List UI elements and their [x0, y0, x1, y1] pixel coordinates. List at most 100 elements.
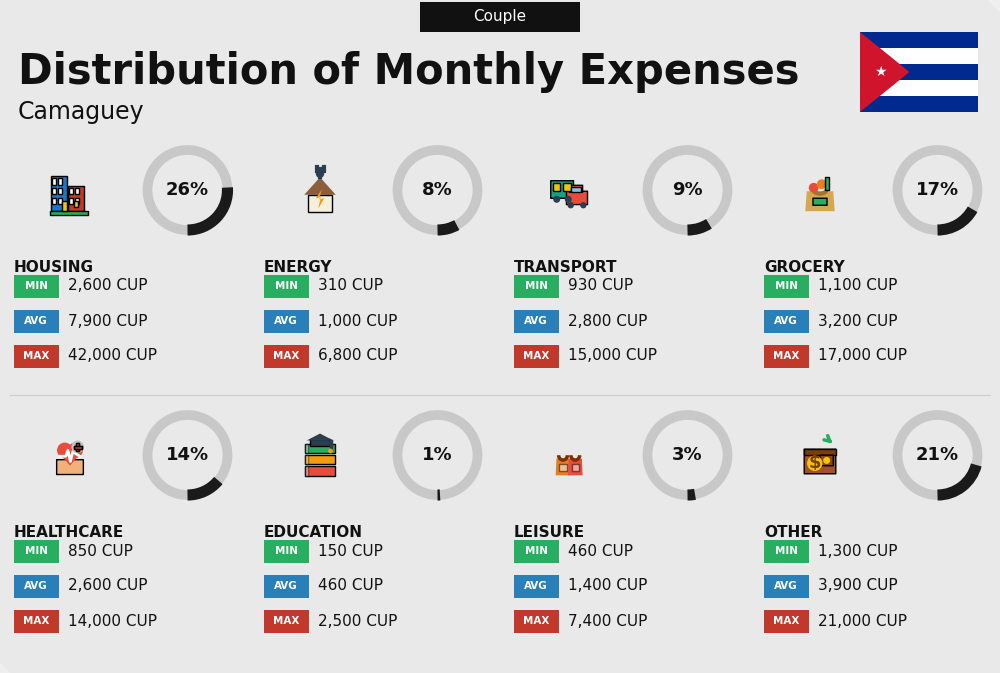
Text: 21,000 CUP: 21,000 CUP — [818, 614, 907, 629]
Text: AVG: AVG — [24, 316, 48, 326]
FancyBboxPatch shape — [52, 188, 56, 194]
Circle shape — [565, 196, 572, 203]
Text: 2,800 CUP: 2,800 CUP — [568, 314, 647, 328]
Text: AVG: AVG — [24, 581, 48, 591]
Text: 7,900 CUP: 7,900 CUP — [68, 314, 148, 328]
FancyBboxPatch shape — [514, 540, 558, 563]
FancyBboxPatch shape — [571, 186, 580, 192]
FancyBboxPatch shape — [305, 455, 335, 464]
Text: MIN: MIN — [524, 281, 548, 291]
Text: 1,300 CUP: 1,300 CUP — [818, 544, 898, 559]
FancyBboxPatch shape — [764, 275, 808, 297]
Polygon shape — [860, 32, 910, 112]
Text: 21%: 21% — [916, 446, 959, 464]
Circle shape — [823, 457, 830, 464]
Circle shape — [568, 202, 574, 209]
Text: 1,400 CUP: 1,400 CUP — [568, 579, 647, 594]
FancyBboxPatch shape — [264, 345, 308, 367]
FancyBboxPatch shape — [52, 198, 56, 204]
FancyBboxPatch shape — [860, 48, 978, 64]
Text: 15,000 CUP: 15,000 CUP — [568, 349, 657, 363]
FancyBboxPatch shape — [559, 464, 567, 470]
Circle shape — [807, 456, 822, 471]
Text: AVG: AVG — [774, 581, 798, 591]
FancyBboxPatch shape — [764, 540, 808, 563]
Text: 150 CUP: 150 CUP — [318, 544, 383, 559]
FancyBboxPatch shape — [764, 575, 808, 598]
Text: 26%: 26% — [166, 181, 209, 199]
FancyBboxPatch shape — [14, 310, 58, 332]
FancyBboxPatch shape — [764, 610, 808, 633]
Text: 930 CUP: 930 CUP — [568, 279, 633, 293]
Text: OTHER: OTHER — [764, 525, 822, 540]
Text: 1,100 CUP: 1,100 CUP — [818, 279, 897, 293]
Text: 3,200 CUP: 3,200 CUP — [818, 314, 898, 328]
Text: MIN: MIN — [24, 546, 48, 556]
Text: 460 CUP: 460 CUP — [568, 544, 633, 559]
FancyBboxPatch shape — [310, 439, 330, 446]
FancyBboxPatch shape — [74, 446, 82, 449]
Circle shape — [68, 443, 83, 458]
Circle shape — [817, 179, 827, 189]
Text: Couple: Couple — [473, 9, 527, 24]
FancyBboxPatch shape — [305, 444, 335, 453]
FancyBboxPatch shape — [14, 575, 58, 598]
FancyBboxPatch shape — [514, 275, 558, 297]
Text: AVG: AVG — [774, 316, 798, 326]
FancyBboxPatch shape — [52, 178, 56, 184]
FancyBboxPatch shape — [75, 198, 79, 203]
Text: MIN: MIN — [524, 546, 548, 556]
FancyBboxPatch shape — [804, 450, 836, 454]
FancyBboxPatch shape — [14, 275, 58, 297]
FancyBboxPatch shape — [264, 610, 308, 633]
FancyBboxPatch shape — [514, 575, 558, 598]
FancyBboxPatch shape — [14, 610, 58, 633]
Text: MAX: MAX — [23, 616, 49, 626]
FancyBboxPatch shape — [572, 464, 579, 470]
FancyBboxPatch shape — [813, 199, 827, 205]
FancyBboxPatch shape — [825, 177, 829, 190]
Text: HEALTHCARE: HEALTHCARE — [14, 525, 124, 540]
Text: 14%: 14% — [166, 446, 209, 464]
FancyBboxPatch shape — [58, 188, 62, 194]
Text: 3%: 3% — [672, 446, 703, 464]
Circle shape — [328, 448, 333, 454]
FancyBboxPatch shape — [305, 466, 308, 476]
FancyBboxPatch shape — [860, 80, 978, 96]
FancyBboxPatch shape — [804, 449, 836, 474]
FancyBboxPatch shape — [14, 540, 58, 563]
Text: Camaguey: Camaguey — [18, 100, 145, 124]
Text: 9%: 9% — [672, 181, 703, 199]
Text: MAX: MAX — [273, 616, 299, 626]
Polygon shape — [568, 459, 583, 475]
Text: MIN: MIN — [24, 281, 48, 291]
Text: 3,900 CUP: 3,900 CUP — [818, 579, 898, 594]
FancyBboxPatch shape — [57, 460, 83, 474]
FancyBboxPatch shape — [69, 188, 73, 194]
Text: 14,000 CUP: 14,000 CUP — [68, 614, 157, 629]
Text: 1,000 CUP: 1,000 CUP — [318, 314, 397, 328]
Text: 17%: 17% — [916, 181, 959, 199]
FancyBboxPatch shape — [50, 211, 88, 215]
FancyBboxPatch shape — [305, 466, 335, 476]
FancyBboxPatch shape — [514, 345, 558, 367]
FancyBboxPatch shape — [514, 310, 558, 332]
Text: AVG: AVG — [524, 316, 548, 326]
Text: AVG: AVG — [274, 316, 298, 326]
FancyBboxPatch shape — [76, 444, 79, 451]
Text: Distribution of Monthly Expenses: Distribution of Monthly Expenses — [18, 51, 800, 93]
FancyBboxPatch shape — [308, 194, 332, 212]
Polygon shape — [556, 459, 570, 475]
Text: MAX: MAX — [523, 616, 549, 626]
Text: 7,400 CUP: 7,400 CUP — [568, 614, 647, 629]
Polygon shape — [307, 433, 333, 441]
Text: MAX: MAX — [773, 616, 799, 626]
Circle shape — [809, 183, 819, 192]
Text: ★: ★ — [874, 65, 886, 79]
Text: EDUCATION: EDUCATION — [264, 525, 363, 540]
Text: 8%: 8% — [422, 181, 453, 199]
FancyBboxPatch shape — [74, 446, 82, 449]
Polygon shape — [58, 452, 82, 466]
Polygon shape — [805, 191, 835, 211]
FancyBboxPatch shape — [75, 188, 79, 194]
